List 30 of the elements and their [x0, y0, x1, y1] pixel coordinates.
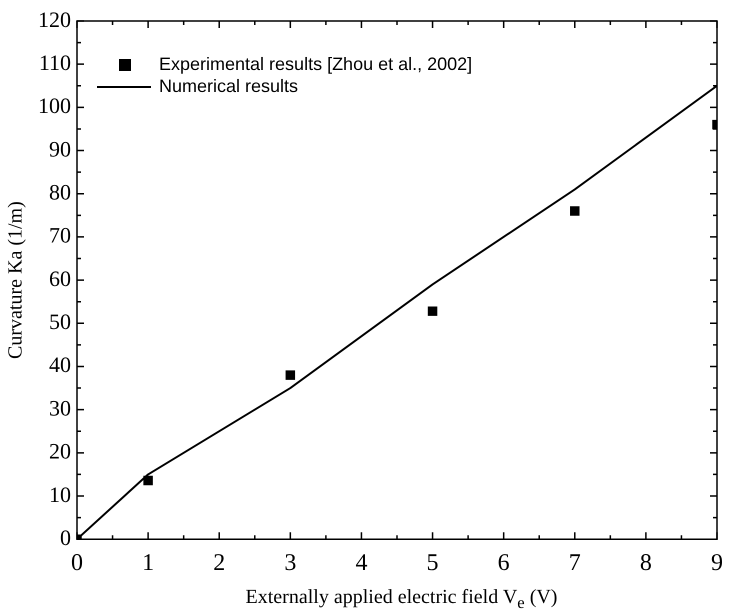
- x-tick-label: 8: [640, 550, 652, 576]
- point: [570, 206, 580, 216]
- point: [428, 306, 438, 316]
- x-tick-label: 6: [498, 550, 510, 576]
- x-tick-label: 9: [711, 550, 723, 576]
- x-tick-label: 3: [284, 550, 296, 576]
- y-tick-label: 50: [49, 309, 71, 334]
- x-tick-label: 1: [142, 550, 154, 576]
- y-tick-label: 60: [49, 266, 71, 291]
- y-tick-label: 10: [49, 482, 71, 507]
- x-tick-label: 4: [355, 550, 368, 576]
- point: [143, 476, 153, 486]
- x-tick-label: 5: [426, 550, 439, 576]
- point: [286, 370, 296, 380]
- y-tick-label: 90: [49, 136, 71, 162]
- y-tick-label: 100: [38, 93, 71, 118]
- y-tick-label: 20: [49, 438, 71, 464]
- y-tick-label: 40: [49, 352, 71, 378]
- x-tick-label: 7: [568, 550, 581, 576]
- y-tick-label: 30: [49, 395, 71, 420]
- legend-label: Experimental results [Zhou et al., 2002]: [159, 54, 472, 74]
- x-tick-label: 2: [213, 550, 226, 576]
- y-tick-label: 80: [49, 180, 71, 205]
- x-axis-title: Externally applied electric field V$_{e}$ (V): [244, 586, 558, 613]
- y-tick-label: 120: [38, 6, 71, 32]
- y-axis-title: Curvature Ka (1/m): [4, 201, 26, 359]
- legend-label: Numerical results: [159, 76, 298, 96]
- y-tick-label: 0: [60, 524, 71, 550]
- y-tick-label: 110: [38, 50, 71, 75]
- y-tick-label: 70: [49, 222, 71, 248]
